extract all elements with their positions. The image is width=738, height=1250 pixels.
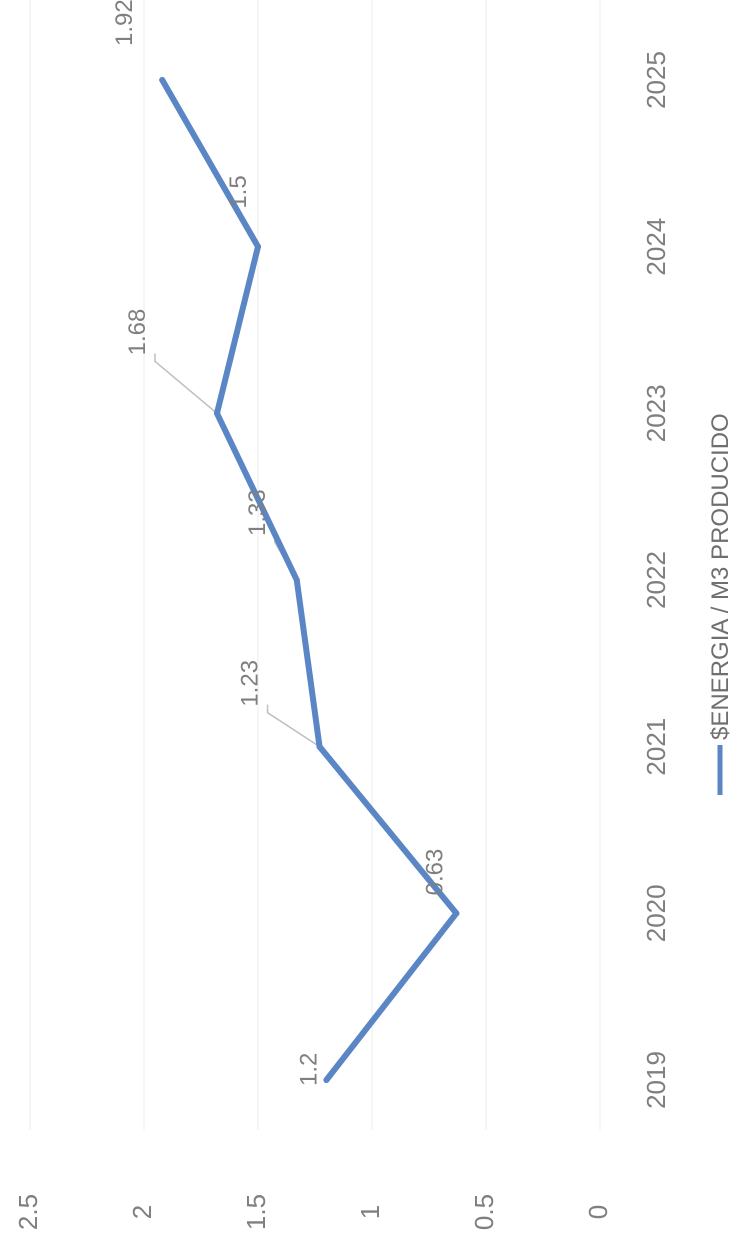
data-label: 0.63	[421, 849, 448, 896]
x-tick-label: 2024	[641, 218, 671, 276]
data-label: 1.92	[111, 0, 138, 46]
series-layer	[159, 77, 460, 1083]
data-point	[213, 410, 220, 417]
data-label: 1.23	[237, 660, 264, 707]
data-label: 1.5	[225, 175, 252, 208]
y-axis-tick-labels: 0 0.5 1 1.5 2 2.5	[13, 1194, 613, 1230]
x-tick-label: 2025	[641, 51, 671, 109]
data-point	[255, 243, 261, 250]
y-tick-label: 0	[583, 1205, 613, 1219]
leader-line	[266, 704, 320, 748]
data-point	[453, 910, 460, 917]
x-tick-label: 2022	[641, 551, 671, 609]
data-point	[159, 77, 166, 83]
x-tick-label: 2019	[641, 1051, 671, 1109]
y-tick-label: 2.5	[13, 1194, 43, 1230]
data-labels: 1.2 0.63 1.23 1.33 1.68 1.5 1.92	[111, 0, 448, 1086]
data-point	[323, 1077, 330, 1083]
y-tick-label: 1.5	[241, 1194, 271, 1230]
y-tick-label: 2	[127, 1205, 157, 1219]
series-line	[159, 77, 460, 1083]
data-label: 1.33	[244, 489, 271, 536]
gridlines	[29, 0, 601, 1130]
data-label: 1.68	[124, 309, 151, 356]
x-axis-tick-labels: 2019 2020 2021 2022 2023 2024 2025	[641, 51, 671, 1109]
y-tick-label: 0.5	[469, 1194, 499, 1230]
legend: $ENERGIA / M3 PRODUCIDO	[707, 413, 734, 795]
x-tick-label: 2023	[641, 384, 671, 442]
data-point	[316, 743, 323, 750]
data-label: 1.2	[295, 1053, 322, 1086]
x-tick-label: 2020	[641, 884, 671, 942]
legend-label: $ENERGIA / M3 PRODUCIDO	[707, 413, 734, 740]
x-tick-label: 2021	[641, 718, 671, 776]
data-point	[293, 577, 300, 583]
y-tick-label: 1	[355, 1205, 385, 1219]
leader-line	[154, 353, 218, 414]
